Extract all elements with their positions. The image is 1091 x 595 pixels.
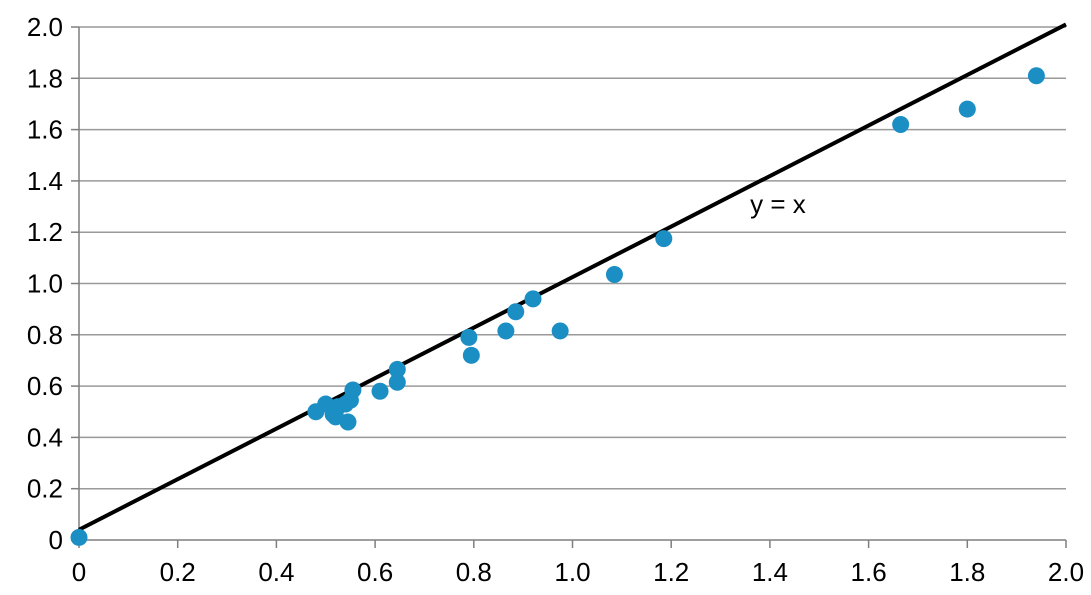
data-point-0-22	[958, 100, 976, 118]
data-point-0-21	[892, 115, 910, 133]
x-tick-label-5: 1.0	[554, 557, 590, 587]
tick-label-layer: 0 0.2 0.4 0.6 0.8 1.0 1.2 1.4 1.6 1.8 2.0 0 0.2 0.4 0.…	[27, 12, 1084, 587]
y-tick-label-9: 1.8	[27, 63, 63, 93]
y-tick-label-7: 1.4	[27, 166, 63, 196]
x-tick-label-8: 1.6	[851, 557, 887, 587]
data-point-0-15	[497, 322, 515, 340]
x-tick-label-7: 1.4	[752, 557, 788, 587]
x-tick-label-10: 2.0	[1048, 557, 1084, 587]
data-point-0-23	[1027, 67, 1045, 85]
data-point-0-11	[388, 360, 406, 378]
x-tick-label-2: 0.4	[258, 557, 294, 587]
data-point-0-13	[460, 328, 478, 346]
x-tick-label-1: 0.2	[160, 557, 196, 587]
y-tick-label-8: 1.6	[27, 115, 63, 145]
y-tick-label-10: 2.0	[27, 12, 63, 42]
y-tick-label-5: 1.0	[27, 269, 63, 299]
y-tick-label-2: 0.4	[27, 422, 63, 452]
data-point-layer	[70, 67, 1045, 546]
y-tick-label-3: 0.6	[27, 371, 63, 401]
x-tick-label-4: 0.8	[456, 557, 492, 587]
reference-line-label: y = x	[750, 189, 806, 219]
data-point-0-17	[524, 290, 542, 308]
data-point-0-20	[655, 230, 673, 248]
data-point-0-0	[70, 528, 88, 546]
x-tick-label-0: 0	[72, 557, 86, 587]
reference-line-layer	[78, 22, 1067, 532]
x-tick-label-9: 1.8	[949, 557, 985, 587]
data-point-0-16	[507, 303, 525, 321]
y-tick-label-6: 1.2	[27, 217, 63, 247]
data-point-0-7	[339, 413, 357, 431]
axis-layer	[71, 26, 1067, 548]
y-tick-label-4: 0.8	[27, 320, 63, 350]
data-point-0-14	[462, 346, 480, 364]
reference-line	[78, 22, 1067, 532]
x-tick-label-6: 1.2	[653, 557, 689, 587]
grid-layer	[79, 26, 1066, 490]
data-point-0-10	[371, 382, 389, 400]
data-point-0-12	[388, 373, 406, 391]
data-point-0-18	[551, 322, 569, 340]
y-tick-label-1: 0.2	[27, 474, 63, 504]
x-tick-label-3: 0.6	[357, 557, 393, 587]
y-tick-label-0: 0	[49, 525, 63, 555]
data-point-0-9	[344, 381, 362, 399]
data-point-0-19	[605, 266, 623, 284]
